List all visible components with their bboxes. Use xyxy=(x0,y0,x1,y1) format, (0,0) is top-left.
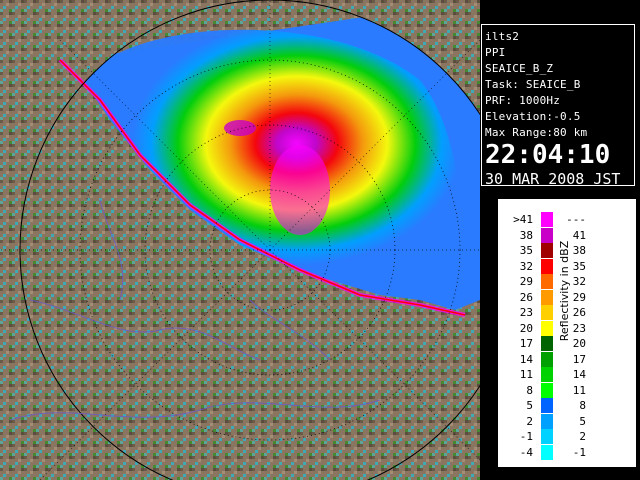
storm-core xyxy=(270,145,330,235)
legend-lower-bound: 32 xyxy=(519,259,533,273)
max-range-value: Max Range:80 km xyxy=(485,126,588,139)
legend-upper-bound: 23 xyxy=(572,321,586,335)
legend-upper-bound: 8 xyxy=(579,399,586,412)
river-lines xyxy=(9,199,381,421)
legend-color-swatch xyxy=(541,243,553,258)
task-name: Task: SEAICE_B xyxy=(485,78,581,91)
legend-upper-bound: 29 xyxy=(572,290,586,304)
legend-color-swatch xyxy=(541,227,553,243)
legend-upper-bound: 2 xyxy=(579,430,586,443)
legend-color-swatch xyxy=(541,444,553,460)
radar-ppi-image xyxy=(0,0,480,480)
legend-row: -4 -1 xyxy=(498,444,638,460)
legend-lower-bound: >41 xyxy=(513,213,533,226)
scan-info-panel: ilts2 PPI SEAICE_B_Z Task: SEAICE_B PRF:… xyxy=(481,24,635,188)
legend-lower-bound: 38 xyxy=(519,228,533,242)
storm-cell xyxy=(224,120,256,136)
legend-row: -1 2 xyxy=(498,429,638,444)
legend-row: 35 38 xyxy=(498,243,638,258)
legend-color-swatch xyxy=(541,289,553,305)
legend-lower-bound: 17 xyxy=(519,337,533,350)
legend-row: 26 29 xyxy=(498,289,638,305)
legend-color-swatch xyxy=(541,429,553,444)
site-name: ilts2 xyxy=(485,30,520,43)
legend-row: 17 20 xyxy=(498,336,638,351)
legend-upper-bound: 11 xyxy=(572,383,586,397)
legend-lower-bound: 26 xyxy=(519,290,533,304)
legend-lower-bound: -4 xyxy=(519,445,533,459)
reflectivity-legend: >41 --- 38 41 35 38 32 35 29 32 26 29 23 26 20 23 17 20 14… xyxy=(497,198,637,468)
elevation-value: Elevation:-0.5 xyxy=(485,110,581,123)
legend-upper-bound: 41 xyxy=(572,228,586,242)
legend-color-swatch xyxy=(541,382,553,398)
legend-row: 32 35 xyxy=(498,258,638,274)
scan-type: PPI xyxy=(485,46,506,59)
scan-date: 30 MAR 2008 JST xyxy=(485,170,621,188)
legend-upper-bound: 32 xyxy=(572,275,586,288)
legend-upper-bound: 26 xyxy=(572,306,586,319)
legend-lower-bound: -1 xyxy=(519,430,533,443)
legend-row: >41 --- xyxy=(498,212,638,227)
legend-color-swatch xyxy=(541,258,553,274)
legend-row: 29 32 xyxy=(498,274,638,289)
azimuth-lines xyxy=(0,0,480,480)
legend-lower-bound: 20 xyxy=(519,321,533,335)
legend-upper-bound: 35 xyxy=(572,259,586,273)
coastline xyxy=(59,59,466,316)
legend-lower-bound: 14 xyxy=(519,352,533,366)
legend-color-swatch xyxy=(541,398,553,413)
legend-row: 20 23 xyxy=(498,320,638,336)
legend-color-swatch xyxy=(541,351,553,367)
legend-lower-bound: 8 xyxy=(526,383,533,397)
legend-color-swatch xyxy=(541,336,553,351)
legend-lower-bound: 35 xyxy=(519,244,533,257)
legend-color-swatch xyxy=(541,274,553,289)
legend-row: 38 41 xyxy=(498,227,638,243)
legend-color-swatch xyxy=(541,413,553,429)
legend-upper-bound: -1 xyxy=(572,445,586,459)
prf-value: PRF: 1000Hz xyxy=(485,94,561,107)
legend-row: 14 17 xyxy=(498,351,638,367)
legend-lower-bound: 23 xyxy=(519,306,533,319)
legend-unit-label: Reflectivity in dBZ xyxy=(558,240,571,342)
legend-row: 23 26 xyxy=(498,305,638,320)
max-range-ring xyxy=(19,0,480,480)
legend-upper-bound: 20 xyxy=(572,337,586,350)
legend-lower-bound: 11 xyxy=(519,368,533,381)
legend-row: 11 14 xyxy=(498,367,638,382)
legend-upper-bound: 5 xyxy=(579,414,586,428)
legend-lower-bound: 5 xyxy=(526,399,533,412)
legend-color-swatch xyxy=(541,305,553,320)
scan-time: 22:04:10 xyxy=(485,140,611,170)
legend-color-swatch xyxy=(541,367,553,382)
legend-upper-bound: 17 xyxy=(572,352,586,366)
legend-color-swatch xyxy=(541,320,553,336)
legend-color-swatch xyxy=(541,212,553,227)
product-name: SEAICE_B_Z xyxy=(485,62,554,75)
legend-upper-bound: 38 xyxy=(572,244,586,257)
legend-lower-bound: 29 xyxy=(519,275,533,288)
radar-map[interactable] xyxy=(0,0,480,480)
legend-lower-bound: 2 xyxy=(526,414,533,428)
legend-upper-bound: 14 xyxy=(572,368,586,381)
legend-upper-bound: --- xyxy=(566,213,586,226)
legend-row: 8 11 xyxy=(498,382,638,398)
